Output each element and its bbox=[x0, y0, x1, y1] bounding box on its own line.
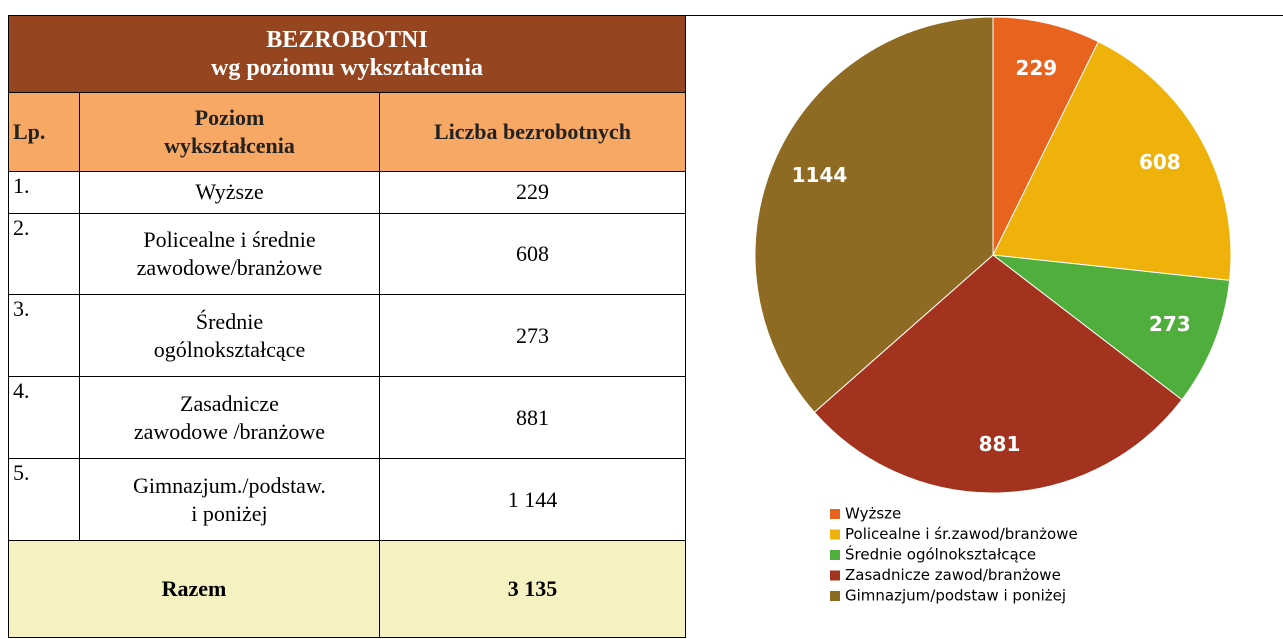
legend-swatch bbox=[830, 570, 840, 581]
cell: 5. bbox=[8, 458, 80, 541]
row: 5. Gimnazjum./podstaw. i poniżej 1 144 bbox=[8, 458, 687, 541]
cell-text: 229 bbox=[515, 179, 549, 205]
total-row: Razem 3 135 bbox=[8, 540, 687, 638]
cell-text: BEZROBOTNI bbox=[266, 27, 428, 53]
cell-text: 4. bbox=[13, 378, 30, 404]
cell-text: Średnie bbox=[195, 308, 264, 334]
pie-chart: 229 608 273 881 1144 Wyższe Policealne i śr.za… bbox=[754, 16, 1232, 605]
cell: 1 144 bbox=[378, 458, 687, 541]
cell: 229 bbox=[378, 171, 687, 214]
data-label: 273 bbox=[1149, 312, 1191, 336]
cell: Zasadnicze zawodowe /branżowe bbox=[79, 376, 380, 460]
cell-text: 881 bbox=[515, 404, 549, 430]
cell: 273 bbox=[378, 294, 687, 378]
pie-slice bbox=[754, 16, 994, 414]
cell-text: Wyższe bbox=[195, 179, 264, 205]
cell-text: ogólnokształcące bbox=[153, 336, 306, 362]
cell: 3. bbox=[8, 294, 80, 378]
legend-label: Policealne i śr.zawod/branżowe bbox=[845, 525, 1078, 543]
cell-text: zawodowe/branżowe bbox=[136, 255, 323, 281]
cell: 881 bbox=[378, 376, 687, 460]
total-label: Razem bbox=[8, 540, 380, 638]
pie-slice bbox=[992, 40, 1232, 281]
header-cell: Poziom wykształcenia bbox=[79, 92, 380, 172]
cell-text: Gimnazjum./podstaw. bbox=[133, 472, 326, 498]
header-cell: Liczba bezrobotnych bbox=[378, 92, 687, 172]
cell: Średnie ogólnokształcące bbox=[79, 294, 380, 378]
legend-label: Zasadnicze zawod/branżowe bbox=[845, 566, 1061, 584]
row: 4. Zasadnicze zawodowe /branżowe 881 bbox=[8, 376, 687, 460]
cell: Wyższe bbox=[79, 171, 380, 214]
cell-text: Liczba bezrobotnych bbox=[433, 119, 631, 144]
cell-text: i poniżej bbox=[191, 500, 268, 526]
header-cell: Lp. bbox=[8, 92, 80, 172]
legend-swatch bbox=[830, 529, 840, 540]
cell-text: wykształcenia bbox=[164, 133, 295, 158]
cell-text: 5. bbox=[13, 460, 30, 486]
row: 2. Policealne i średnie zawodowe/branżowe 6… bbox=[8, 212, 687, 296]
legend-label: Średnie ogólnokształcące bbox=[845, 545, 1036, 564]
title-row: BEZROBOTNI wg poziomu wykształcenia bbox=[8, 15, 686, 93]
cell-text: Poziom bbox=[194, 105, 265, 130]
legend-swatch bbox=[830, 591, 840, 601]
table: BEZROBOTNI wg poziomu wykształcenia Lp. Poz… bbox=[8, 15, 687, 638]
row: 3. Średnie ogólnokształcące 273 bbox=[8, 294, 687, 378]
data-label: 229 bbox=[1015, 56, 1057, 80]
data-label: 1144 bbox=[792, 163, 848, 187]
data-label: 608 bbox=[1139, 150, 1181, 174]
cell-text: 273 bbox=[515, 322, 549, 348]
header-row: Lp. Poziom wykształcenia Liczba bezrobotnyc… bbox=[8, 92, 687, 172]
cell: 2. bbox=[8, 212, 80, 296]
cell-text: wg poziomu wykształcenia bbox=[211, 55, 483, 81]
cell: 4. bbox=[8, 376, 80, 460]
pie-slice bbox=[813, 254, 1183, 494]
cell-text: Policealne i średnie bbox=[143, 227, 316, 253]
cell: Gimnazjum./podstaw. i poniżej bbox=[79, 458, 380, 541]
cell-text: zawodowe /branżowe bbox=[133, 418, 326, 444]
cell-text: Zasadnicze bbox=[180, 390, 279, 416]
table-title: BEZROBOTNI wg poziomu wykształcenia bbox=[8, 15, 686, 93]
cell: 1. bbox=[8, 171, 80, 214]
cell-text: 1. bbox=[13, 173, 30, 198]
data-label: 881 bbox=[979, 432, 1021, 456]
cell-text: 1 144 bbox=[507, 486, 558, 512]
cell-text: 3. bbox=[13, 296, 30, 322]
cell: 608 bbox=[378, 212, 687, 296]
cell: Policealne i średnie zawodowe/branżowe bbox=[79, 212, 380, 296]
legend-swatch bbox=[830, 509, 840, 519]
pie-slice bbox=[991, 254, 1231, 401]
total-value: 3 135 bbox=[378, 540, 687, 638]
pie-slice bbox=[992, 16, 1100, 256]
cell-text: 608 bbox=[515, 241, 549, 267]
row: 1. Wyższe 229 bbox=[8, 171, 687, 214]
cell-text: Lp. bbox=[13, 119, 46, 144]
legend-label: Gimnazjum/podstaw i poniżej bbox=[845, 587, 1066, 605]
border bbox=[685, 15, 686, 638]
legend-swatch bbox=[830, 550, 840, 560]
cell-text: 2. bbox=[13, 214, 30, 240]
legend-label: Wyższe bbox=[845, 505, 901, 523]
